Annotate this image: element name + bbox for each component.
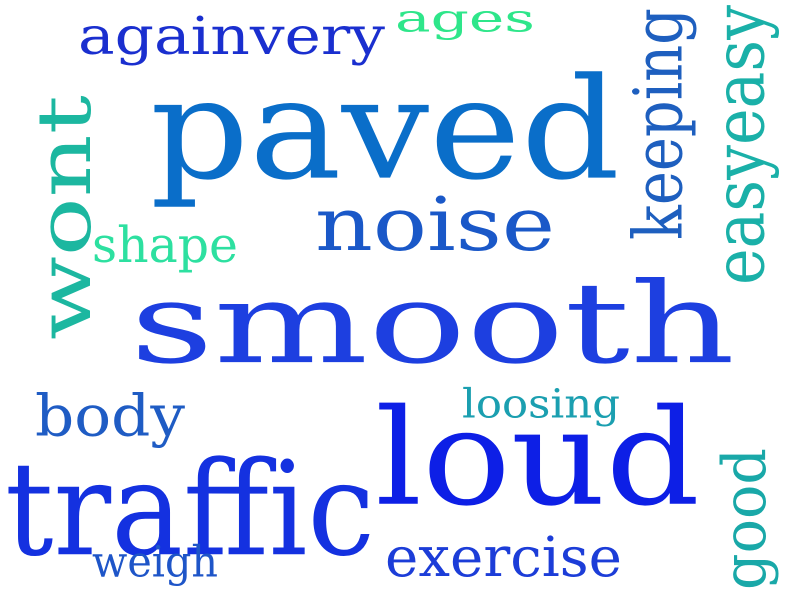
- word-easyeasy: easyeasy: [698, 4, 781, 285]
- word-body: body: [35, 383, 185, 450]
- word-smooth: smooth: [130, 259, 735, 389]
- word-ages: ages: [395, 0, 535, 42]
- word-loud: loud: [375, 381, 700, 536]
- word-noise: noise: [315, 181, 555, 268]
- word-weigh: weigh: [92, 536, 218, 587]
- word-traffic: traffic: [5, 434, 375, 586]
- word-exercise: exercise: [385, 525, 622, 590]
- word-keeping: keeping: [619, 8, 698, 241]
- word-shape: shape: [92, 216, 238, 274]
- word-good: good: [710, 448, 780, 590]
- word-wont: wont: [21, 94, 108, 340]
- word-loosing: loosing: [462, 380, 620, 427]
- word-againvery: againvery: [78, 5, 385, 67]
- word-paved: paved: [150, 48, 620, 212]
